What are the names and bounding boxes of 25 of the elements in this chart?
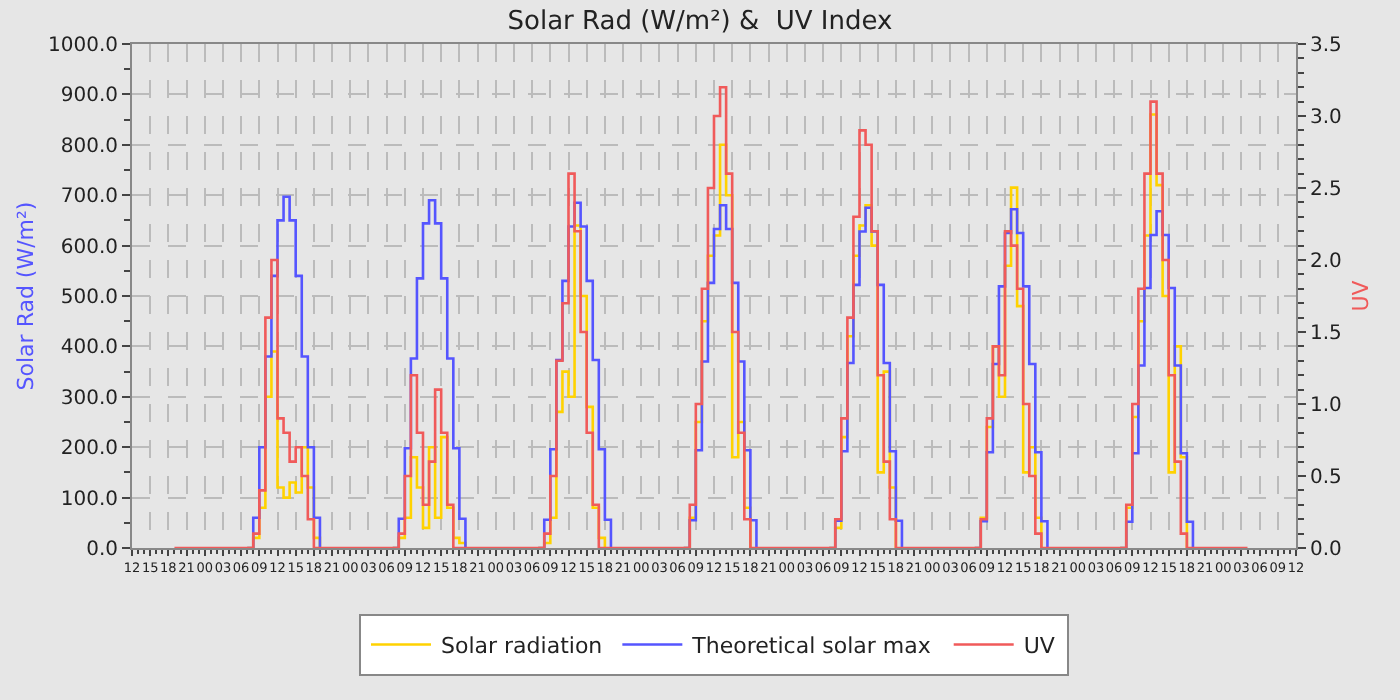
y-tick-label: 100.0 — [60, 488, 118, 511]
chart-title: Solar Rad (W/m²) & UV Index — [507, 6, 894, 37]
y-tick-label: 600.0 — [60, 236, 118, 259]
legend-label: Theoretical solar max — [690, 633, 932, 660]
y2-axis-title: UV — [1348, 279, 1375, 312]
y2-tick-label: 3.5 — [1310, 35, 1342, 57]
y-tick-label: 0.0 — [86, 539, 118, 561]
y2-tick-label: 3.0 — [1310, 107, 1342, 129]
y2-tick-label: 2.0 — [1310, 251, 1342, 273]
y-tick-label: 500.0 — [60, 287, 118, 309]
y-axis-title: Solar Rad (W/m²) — [13, 201, 40, 391]
y-tick-label: 900.0 — [60, 85, 118, 108]
y2-tick-label: 0.0 — [1310, 539, 1342, 561]
y2-tick-label: 1.0 — [1310, 395, 1342, 417]
y2-tick-label: 0.5 — [1310, 467, 1342, 489]
y2-tick-label: 1.5 — [1310, 323, 1342, 345]
y-tick-label: 700.0 — [60, 186, 118, 209]
legend-label: Solar radiation — [441, 633, 603, 660]
y2-tick-label: 2.5 — [1310, 179, 1342, 201]
y-tick-label: 400.0 — [60, 337, 118, 360]
y-tick-label: 300.0 — [60, 387, 118, 410]
y-tick-label: 200.0 — [60, 438, 118, 461]
y-tick-label: 1000.0 — [48, 35, 118, 57]
legend-label: UV — [1023, 633, 1056, 660]
y-tick-label: 800.0 — [60, 135, 118, 158]
